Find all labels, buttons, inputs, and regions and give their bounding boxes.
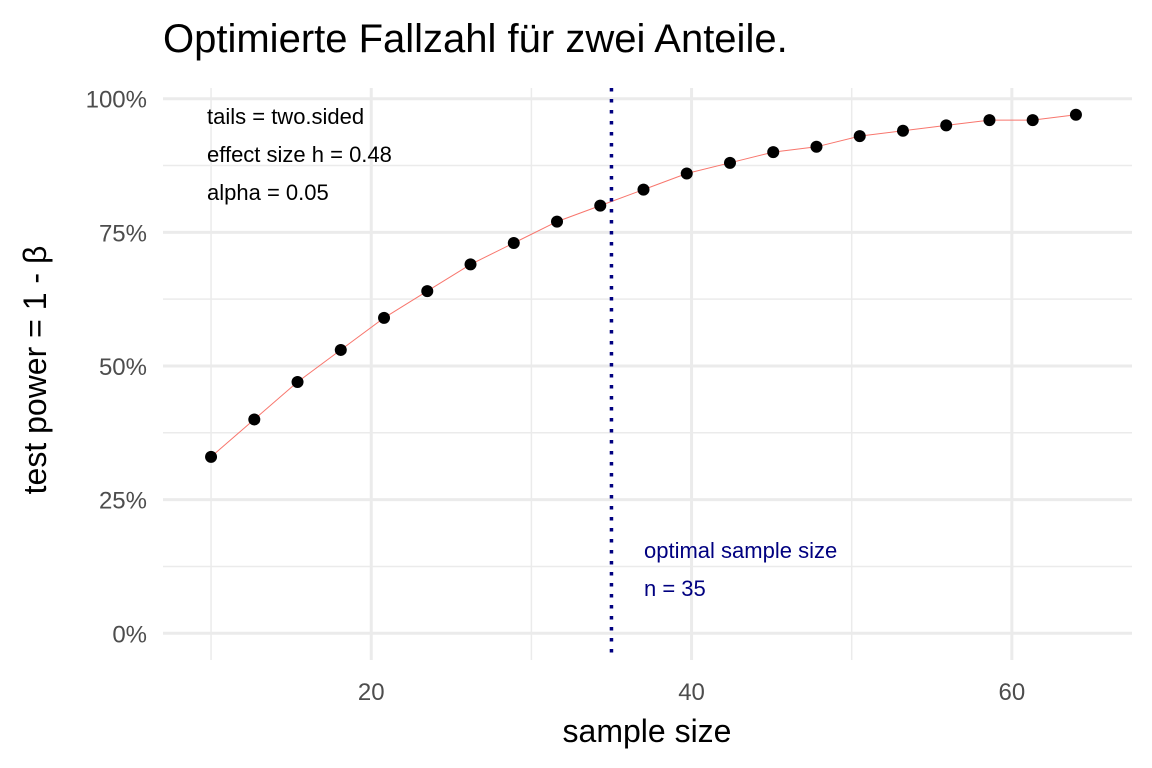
- data-point: [507, 237, 520, 250]
- data-point: [594, 199, 607, 212]
- data-point: [1069, 108, 1082, 121]
- x-tick-label: 60: [999, 679, 1026, 706]
- data-point: [464, 258, 477, 271]
- parameter-annotation: alpha = 0.05: [207, 180, 329, 205]
- parameter-annotation: tails = two.sided: [207, 104, 364, 129]
- y-axis-title: test power = 1 - β: [17, 246, 53, 495]
- y-tick-label: 75%: [99, 220, 147, 247]
- x-axis-title: sample size: [563, 713, 732, 749]
- parameter-annotation: effect size h = 0.48: [207, 142, 392, 167]
- y-axis-tick-labels: 0% 25% 50% 75% 100%: [86, 87, 147, 649]
- data-point: [680, 167, 693, 180]
- data-point: [940, 119, 953, 132]
- data-point: [810, 140, 823, 153]
- optimal-annotation: optimal sample size: [644, 538, 837, 563]
- x-tick-label: 40: [678, 679, 705, 706]
- parameter-annotations: tails = two.sided effect size h = 0.48 alp…: [207, 104, 392, 205]
- y-tick-label: 100%: [86, 87, 147, 114]
- data-point: [896, 124, 909, 137]
- y-tick-label: 25%: [99, 488, 147, 515]
- y-tick-label: 0%: [112, 621, 147, 648]
- data-point: [767, 146, 780, 159]
- data-point: [551, 215, 564, 228]
- data-point: [205, 450, 218, 463]
- optimal-annotations: optimal sample size n = 35: [644, 538, 837, 601]
- data-point: [853, 130, 866, 143]
- data-point: [421, 285, 434, 298]
- data-point: [1026, 114, 1039, 127]
- data-point: [291, 376, 304, 389]
- x-axis-tick-labels: 20 40 60: [358, 679, 1025, 706]
- data-point: [248, 413, 261, 426]
- major-gridlines: [163, 88, 1132, 660]
- y-tick-label: 50%: [99, 354, 147, 381]
- data-point: [378, 311, 391, 324]
- optimal-annotation: n = 35: [644, 576, 706, 601]
- data-point: [334, 343, 347, 356]
- minor-gridlines: [163, 88, 1132, 660]
- data-point: [983, 114, 996, 127]
- chart-title: Optimierte Fallzahl für zwei Anteile.: [163, 17, 788, 61]
- data-point: [723, 156, 736, 169]
- power-points: [205, 108, 1082, 463]
- x-tick-label: 20: [358, 679, 385, 706]
- data-point: [637, 183, 650, 196]
